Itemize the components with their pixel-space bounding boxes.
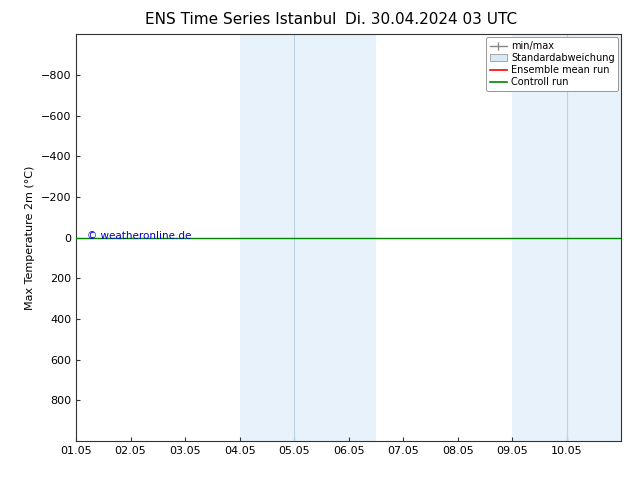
Bar bbox=[512, 34, 567, 441]
Bar bbox=[294, 34, 376, 441]
Text: Di. 30.04.2024 03 UTC: Di. 30.04.2024 03 UTC bbox=[345, 12, 517, 27]
Text: © weatheronline.de: © weatheronline.de bbox=[87, 231, 191, 241]
Bar bbox=[240, 34, 294, 441]
Legend: min/max, Standardabweichung, Ensemble mean run, Controll run: min/max, Standardabweichung, Ensemble me… bbox=[486, 37, 618, 91]
Y-axis label: Max Temperature 2m (°C): Max Temperature 2m (°C) bbox=[25, 166, 35, 310]
Text: ENS Time Series Istanbul: ENS Time Series Istanbul bbox=[145, 12, 337, 27]
Bar bbox=[567, 34, 621, 441]
